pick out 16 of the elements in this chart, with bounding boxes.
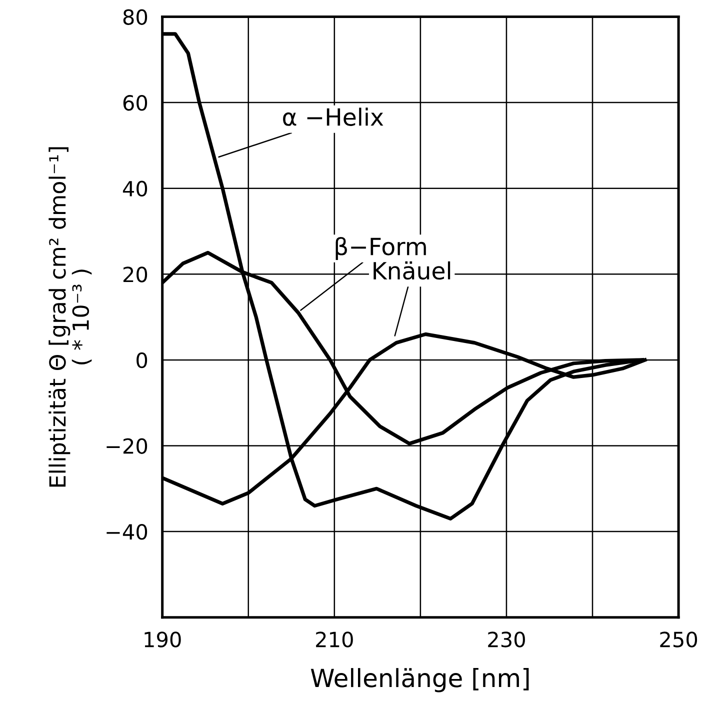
y-tick-label: 20: [123, 266, 148, 282]
y-tick-label: −20: [106, 438, 148, 454]
annotation: Knäuel: [374, 261, 450, 280]
y-tick-label: 40: [122, 180, 148, 197]
y-tick-label: 0: [136, 352, 148, 368]
x-tick-label: 250: [660, 632, 698, 648]
y-tick-label: 80: [123, 9, 148, 25]
y-axis-title: Elliptizität Θ [grad cm² dmol⁻¹] ( * 10⁻³ ): [48, 147, 92, 487]
annotation: α −Helix: [283, 108, 384, 126]
x-axis-title: Wellenlänge [nm]: [310, 668, 529, 692]
annotation: β−Form: [336, 236, 426, 260]
x-tick-label: 210: [316, 632, 353, 648]
y-tick-label: 60: [123, 94, 148, 111]
x-tick-label: 230: [488, 632, 525, 648]
y-tick-label: −40: [106, 524, 148, 540]
x-tick-label: 190: [144, 632, 181, 648]
